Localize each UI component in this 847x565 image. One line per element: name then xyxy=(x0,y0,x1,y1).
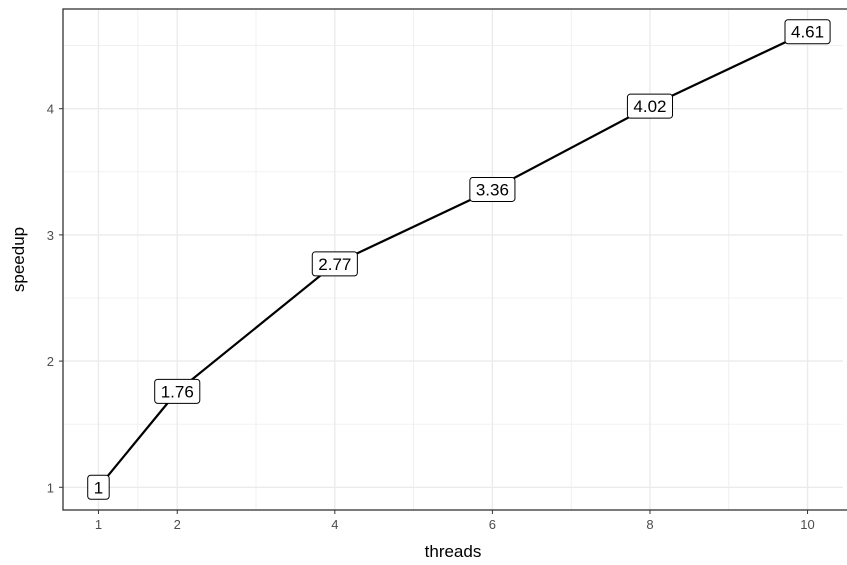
major-gridlines xyxy=(63,9,843,510)
x-tick-label: 10 xyxy=(800,517,814,532)
data-label: 2.77 xyxy=(311,251,358,277)
x-tick-label: 8 xyxy=(646,517,653,532)
data-label-text: 3.36 xyxy=(476,180,509,199)
y-tick-label: 4 xyxy=(47,102,54,117)
x-tick-label: 4 xyxy=(331,517,338,532)
data-label-text: 4.02 xyxy=(633,97,666,116)
y-tick-label: 3 xyxy=(47,228,54,243)
y-tick-label: 2 xyxy=(47,354,54,369)
data-label: 1.76 xyxy=(154,378,201,404)
data-label-box xyxy=(87,474,110,500)
minor-gridlines xyxy=(63,9,843,510)
data-label: 3.36 xyxy=(469,176,516,202)
y-axis: 1 2 3 4 xyxy=(47,102,63,495)
data-label-box xyxy=(626,93,674,119)
data-label-text: 2.77 xyxy=(318,255,351,274)
data-label-text: 4.61 xyxy=(791,23,824,42)
data-label: 1 xyxy=(87,474,110,500)
x-tick-label: 2 xyxy=(174,517,181,532)
y-axis-title: speedup xyxy=(9,227,28,292)
speedup-line xyxy=(97,30,809,488)
data-label-box xyxy=(154,378,201,404)
x-axis: 1 2 4 6 8 10 xyxy=(95,510,815,532)
x-axis-title: threads xyxy=(425,542,482,561)
y-tick-label: 1 xyxy=(47,480,54,495)
x-tick-label: 6 xyxy=(489,517,496,532)
data-labels-layer: 1 1.76 2.77 3.36 4.02 4.61 xyxy=(87,19,831,500)
data-label-text: 1 xyxy=(94,478,103,497)
x-tick-label: 1 xyxy=(95,517,102,532)
data-label-box xyxy=(469,176,516,202)
panel-border xyxy=(62,8,847,511)
data-label: 4.02 xyxy=(626,93,674,119)
series-layer xyxy=(97,30,809,488)
data-label-box xyxy=(784,19,831,45)
data-label: 4.61 xyxy=(784,19,831,45)
data-label-box xyxy=(311,251,358,277)
data-label-text: 1.76 xyxy=(161,382,194,401)
